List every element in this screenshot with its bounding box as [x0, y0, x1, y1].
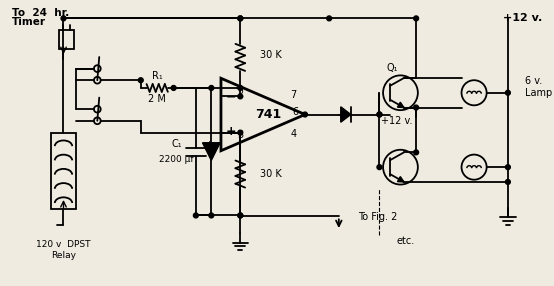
Circle shape	[377, 112, 382, 117]
Text: 2: 2	[237, 90, 243, 100]
Text: 120 v  DPST: 120 v DPST	[36, 240, 91, 249]
Text: Timer: Timer	[12, 17, 47, 27]
Polygon shape	[341, 107, 351, 122]
Text: 2 M: 2 M	[148, 94, 166, 104]
Circle shape	[505, 90, 510, 95]
Text: 2200 μf: 2200 μf	[159, 155, 194, 164]
Circle shape	[238, 213, 243, 218]
Polygon shape	[203, 143, 220, 160]
Text: +12 v.: +12 v.	[503, 13, 542, 23]
Polygon shape	[397, 176, 404, 182]
Text: +: +	[204, 140, 214, 150]
Circle shape	[238, 16, 243, 21]
Text: R₁: R₁	[152, 71, 162, 81]
Circle shape	[505, 180, 510, 184]
Text: +12 v.: +12 v.	[381, 116, 413, 126]
Text: C₁: C₁	[171, 139, 182, 149]
Circle shape	[238, 130, 243, 135]
Text: 6: 6	[293, 107, 299, 117]
Text: +: +	[225, 125, 236, 138]
Circle shape	[171, 86, 176, 90]
Text: etc.: etc.	[397, 236, 415, 246]
Circle shape	[238, 213, 243, 218]
Text: 7: 7	[290, 90, 296, 100]
Circle shape	[377, 112, 382, 117]
Circle shape	[238, 16, 243, 21]
Text: 6 v.
Lamp: 6 v. Lamp	[525, 76, 552, 98]
Text: Q₁: Q₁	[386, 63, 398, 73]
Circle shape	[238, 86, 243, 90]
Circle shape	[377, 165, 382, 170]
Polygon shape	[397, 102, 404, 108]
Text: 3: 3	[237, 130, 243, 140]
Text: Relay: Relay	[51, 251, 76, 260]
Circle shape	[209, 86, 214, 90]
Circle shape	[414, 150, 418, 155]
Text: 30 K: 30 K	[260, 50, 281, 60]
Text: To Fig. 2: To Fig. 2	[358, 212, 398, 223]
Circle shape	[193, 213, 198, 218]
Text: 4: 4	[290, 129, 296, 139]
Circle shape	[138, 78, 143, 83]
Circle shape	[61, 16, 66, 21]
Text: −: −	[225, 91, 236, 104]
Circle shape	[302, 112, 307, 117]
Circle shape	[327, 16, 332, 21]
Text: 30 K: 30 K	[260, 169, 281, 179]
Circle shape	[505, 165, 510, 170]
Circle shape	[238, 94, 243, 99]
Circle shape	[414, 16, 418, 21]
Circle shape	[209, 213, 214, 218]
Circle shape	[414, 105, 418, 110]
Text: To  24  hr.: To 24 hr.	[12, 7, 70, 17]
Text: 741: 741	[255, 108, 281, 121]
